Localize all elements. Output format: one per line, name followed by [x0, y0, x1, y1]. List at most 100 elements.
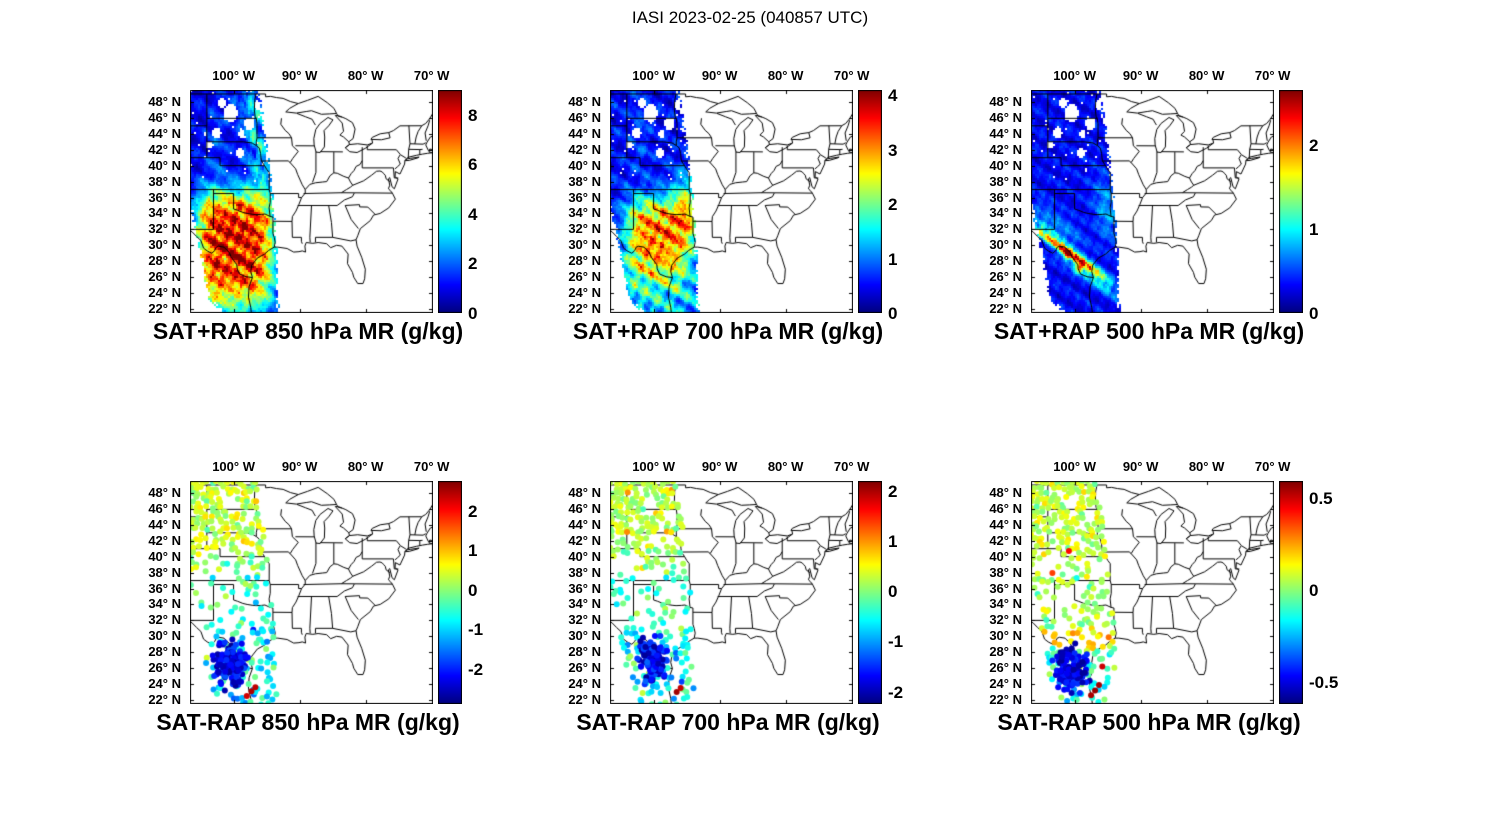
lat-tick-label: 44° N: [568, 516, 601, 532]
lat-tick-label: 22° N: [568, 692, 601, 707]
lat-tick-label: 24° N: [568, 285, 601, 301]
panel-title: SAT+RAP 700 hPa MR (g/kg): [572, 318, 884, 344]
colorbar-tick-label: 0: [468, 304, 478, 323]
lat-tick-label: 24° N: [989, 676, 1022, 692]
lat-tick-label: 38° N: [148, 173, 181, 189]
lat-tick-label: 36° N: [989, 580, 1022, 596]
lat-tick-label: 48° N: [989, 484, 1022, 500]
lat-tick-label: 24° N: [148, 285, 181, 301]
colorbar-tick-label: 0: [1309, 580, 1319, 600]
lat-tick-label: 26° N: [989, 269, 1022, 285]
lat-tick-label: 36° N: [568, 580, 601, 596]
lat-tick-label: 26° N: [148, 269, 181, 285]
lon-tick-label: 80° W: [1188, 68, 1225, 83]
lat-tick-label: 26° N: [148, 660, 181, 676]
lat-tick-label: 34° N: [989, 596, 1022, 612]
lat-tick-label: 34° N: [568, 596, 601, 612]
panel-title: SAT-RAP 700 hPa MR (g/kg): [576, 709, 880, 735]
panel-sat-minus-rap-700hpa: 100° W 90° W 80° W 70° W 48° N 46° N 44° N 42°…: [542, 455, 926, 747]
lat-tick-label: 22° N: [568, 301, 601, 316]
lon-tick-label: 70° W: [413, 68, 450, 83]
lat-tick-label: 42° N: [148, 141, 181, 157]
lon-tick-label: 80° W: [347, 459, 384, 474]
lon-axis: 100° W 90° W 80° W 70° W: [190, 64, 449, 84]
panel-title: SAT-RAP 500 hPa MR (g/kg): [997, 709, 1301, 735]
lat-tick-label: 38° N: [989, 564, 1022, 580]
lon-axis: 100° W 90° W 80° W 70° W: [610, 455, 869, 475]
figure-title: IASI 2023-02-25 (040857 UTC): [631, 8, 869, 27]
lon-axis: 100° W 90° W 80° W 70° W: [1031, 455, 1290, 475]
lat-tick-label: 46° N: [989, 500, 1022, 516]
lon-axis: 100° W 90° W 80° W 70° W: [610, 64, 869, 84]
lat-tick-label: 34° N: [568, 205, 601, 221]
lat-axis: 48° N 46° N 44° N 42° N 40° N 38° N 36° N 34° N…: [122, 90, 184, 316]
lat-tick-label: 42° N: [148, 532, 181, 548]
lat-tick-label: 32° N: [989, 612, 1022, 628]
panel-sat-minus-rap-500hpa: 100° W 90° W 80° W 70° W 48° N 46° N 44° N 42°…: [963, 455, 1347, 747]
lat-tick-label: 46° N: [148, 500, 181, 516]
lat-tick-label: 36° N: [568, 189, 601, 205]
colorbar-tick-labels: 2 1 0 -1 -2: [888, 481, 926, 704]
lat-tick-label: 42° N: [568, 532, 601, 548]
lat-tick-label: 38° N: [148, 564, 181, 580]
lon-tick-label: 80° W: [1188, 459, 1225, 474]
lon-tick-label: 80° W: [347, 68, 384, 83]
lat-tick-label: 42° N: [568, 141, 601, 157]
lat-tick-label: 36° N: [148, 189, 181, 205]
colorbar-tick-labels: 2 1 0: [1309, 90, 1347, 323]
lat-tick-label: 40° N: [568, 548, 601, 564]
colorbar-tick-label: 8: [468, 105, 478, 125]
colorbar-canvas: [1279, 90, 1303, 313]
lat-tick-label: 30° N: [568, 237, 601, 253]
colorbar-tick-label: 0.5: [1309, 488, 1333, 508]
panel-sat-plus-rap-700hpa: 100° W 90° W 80° W 70° W 48° N 46° N 44° N 42°…: [542, 64, 926, 356]
lat-tick-label: 44° N: [148, 125, 181, 141]
lon-axis: 100° W 90° W 80° W 70° W: [1031, 64, 1290, 84]
lat-tick-label: 26° N: [568, 660, 601, 676]
lat-axis: 48° N 46° N 44° N 42° N 40° N 38° N 36° N 34° N…: [542, 481, 604, 707]
lat-tick-label: 44° N: [989, 125, 1022, 141]
lon-tick-label: 90° W: [701, 68, 738, 83]
lon-tick-label: 100° W: [1053, 459, 1096, 474]
lat-tick-label: 30° N: [148, 237, 181, 253]
panel-sat-plus-rap-850hpa: 100° W 90° W 80° W 70° W 48° N 46° N 44° N 42°…: [122, 64, 506, 356]
lat-tick-label: 22° N: [989, 301, 1022, 316]
colorbar-canvas: [858, 481, 882, 704]
lon-tick-label: 70° W: [413, 459, 450, 474]
lat-tick-label: 40° N: [148, 157, 181, 173]
lat-tick-label: 28° N: [568, 644, 601, 660]
colorbar-tick-label: -2: [888, 682, 904, 702]
lat-tick-label: 46° N: [989, 109, 1022, 125]
lat-tick-label: 48° N: [989, 93, 1022, 109]
lat-tick-label: 42° N: [989, 141, 1022, 157]
lat-tick-label: 36° N: [148, 580, 181, 596]
panel-sat-plus-rap-500hpa: 100° W 90° W 80° W 70° W 48° N 46° N 44° N 42°…: [963, 64, 1347, 356]
colorbar-canvas: [438, 90, 462, 313]
lat-tick-label: 36° N: [989, 189, 1022, 205]
map-canvas: [1031, 90, 1274, 313]
lat-tick-label: 26° N: [989, 660, 1022, 676]
lat-tick-label: 48° N: [568, 484, 601, 500]
lon-tick-label: 90° W: [281, 68, 318, 83]
lat-tick-label: 28° N: [989, 253, 1022, 269]
lon-tick-label: 100° W: [632, 68, 675, 83]
panel-title: SAT+RAP 500 hPa MR (g/kg): [993, 318, 1305, 344]
lat-tick-label: 48° N: [568, 93, 601, 109]
lat-tick-label: 40° N: [989, 548, 1022, 564]
lat-tick-label: 28° N: [148, 644, 181, 660]
map-canvas: [610, 481, 853, 704]
colorbar-tick-label: -0.5: [1309, 672, 1339, 692]
colorbar-tick-labels: 4 3 2 1 0: [888, 86, 926, 323]
lat-tick-label: 30° N: [568, 628, 601, 644]
colorbar-tick-label: 4: [468, 204, 478, 224]
colorbar-tick-label: 2: [1309, 135, 1319, 155]
lat-tick-label: 34° N: [989, 205, 1022, 221]
lat-tick-label: 28° N: [568, 253, 601, 269]
colorbar-tick-label: 4: [888, 86, 898, 106]
lat-tick-label: 32° N: [989, 221, 1022, 237]
lon-tick-label: 70° W: [833, 68, 870, 83]
lat-tick-label: 24° N: [568, 676, 601, 692]
colorbar-tick-label: -1: [468, 620, 484, 639]
lat-tick-label: 32° N: [568, 612, 601, 628]
lat-tick-label: 40° N: [148, 548, 181, 564]
